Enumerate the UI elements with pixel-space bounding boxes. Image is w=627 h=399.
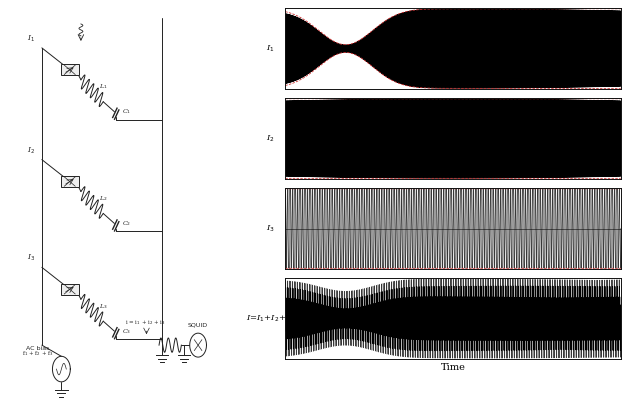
- Bar: [61, 64, 79, 75]
- Text: i = i$_1$ + i$_2$ + i$_3$: i = i$_1$ + i$_2$ + i$_3$: [125, 318, 166, 327]
- X-axis label: Time: Time: [441, 363, 465, 372]
- Text: L$_3$: L$_3$: [99, 302, 108, 311]
- Text: f$_1$ + f$_2$ + f$_3$: f$_1$ + f$_2$ + f$_3$: [22, 349, 53, 358]
- Text: L$_2$: L$_2$: [99, 194, 108, 203]
- Text: I$_1$: I$_1$: [27, 34, 34, 44]
- Text: AC bias: AC bias: [26, 346, 50, 351]
- Bar: [61, 284, 79, 295]
- Y-axis label: I$_3$: I$_3$: [266, 223, 275, 234]
- Bar: [61, 176, 79, 187]
- Y-axis label: I=I$_1$+I$_2$+I$_3$: I=I$_1$+I$_2$+I$_3$: [246, 313, 294, 324]
- Text: I$_2$: I$_2$: [26, 145, 34, 156]
- Y-axis label: I$_2$: I$_2$: [266, 133, 275, 144]
- Text: SQUID: SQUID: [188, 322, 208, 327]
- Y-axis label: I$_1$: I$_1$: [266, 43, 275, 54]
- Text: C$_2$: C$_2$: [122, 219, 131, 228]
- Text: L$_1$: L$_1$: [99, 82, 108, 91]
- Text: C$_3$: C$_3$: [122, 327, 131, 336]
- Text: I$_3$: I$_3$: [26, 253, 35, 263]
- Text: C$_1$: C$_1$: [122, 107, 131, 116]
